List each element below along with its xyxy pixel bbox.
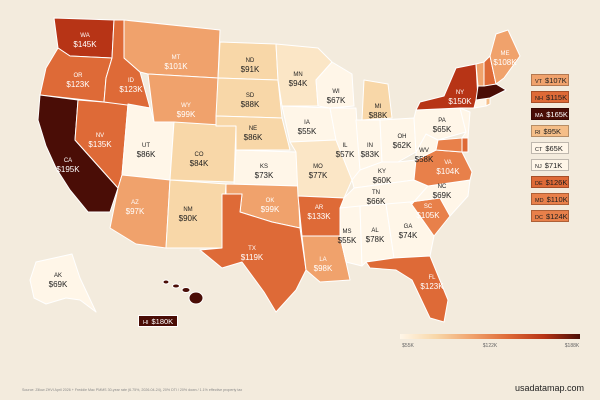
state-me[interactable] [489,29,521,85]
site-brand[interactable]: usadatamap.com [514,383,584,393]
legend-min-label: $55K [402,343,414,349]
state-wy[interactable] [147,73,219,127]
state-ga[interactable] [385,201,435,259]
side-box-ct[interactable]: CT $65K [531,142,569,154]
side-box-md[interactable]: MD $110K [531,193,569,205]
side-box-nj[interactable]: NJ $71K [531,159,569,171]
side-box-nh[interactable]: NH $115K [531,91,569,103]
hawaii-island [181,287,191,293]
state-ny[interactable] [415,63,479,111]
legend-max-label: $188K [564,343,580,349]
state-oh[interactable] [379,117,417,163]
state-mt[interactable] [123,19,221,79]
state-vt[interactable] [475,61,485,87]
side-box-dc[interactable]: DC $124K [531,210,569,222]
side-box-ma[interactable]: MA $165K [531,108,569,120]
state-nd[interactable] [217,41,279,81]
hawaii-island [162,279,170,285]
state-tx[interactable] [199,193,307,313]
hawaii-island [188,291,204,305]
state-sd[interactable] [215,77,283,119]
state-md[interactable] [435,137,463,153]
state-co[interactable] [169,121,237,183]
state-hi[interactable] [162,279,204,305]
source-note: Source: Zillow ZHVI April 2026 + Freddie… [22,388,243,392]
state-wi[interactable] [315,61,355,109]
color-scale-bar [400,334,580,339]
state-az[interactable] [109,174,171,249]
side-box-ri[interactable]: RI $95K [531,125,569,137]
hawaii-island [172,283,180,289]
state-fl[interactable] [365,255,449,323]
state-ia[interactable] [281,105,337,143]
state-ak[interactable] [29,253,97,313]
state-ks[interactable] [233,149,299,187]
state-nm[interactable] [165,179,227,249]
hawaii-callout[interactable]: HI $180K [138,315,179,327]
state-ms[interactable] [339,205,363,267]
state-ar[interactable] [297,195,345,237]
state-ri[interactable] [485,97,491,107]
side-box-vt[interactable]: VT $107K [531,74,569,86]
state-de[interactable] [461,137,469,153]
state-mi[interactable] [361,79,393,121]
legend-mid-label: $122K [482,343,498,349]
state-nj[interactable] [459,107,471,139]
state-in[interactable] [355,119,383,171]
side-box-de[interactable]: DE $126K [531,176,569,188]
